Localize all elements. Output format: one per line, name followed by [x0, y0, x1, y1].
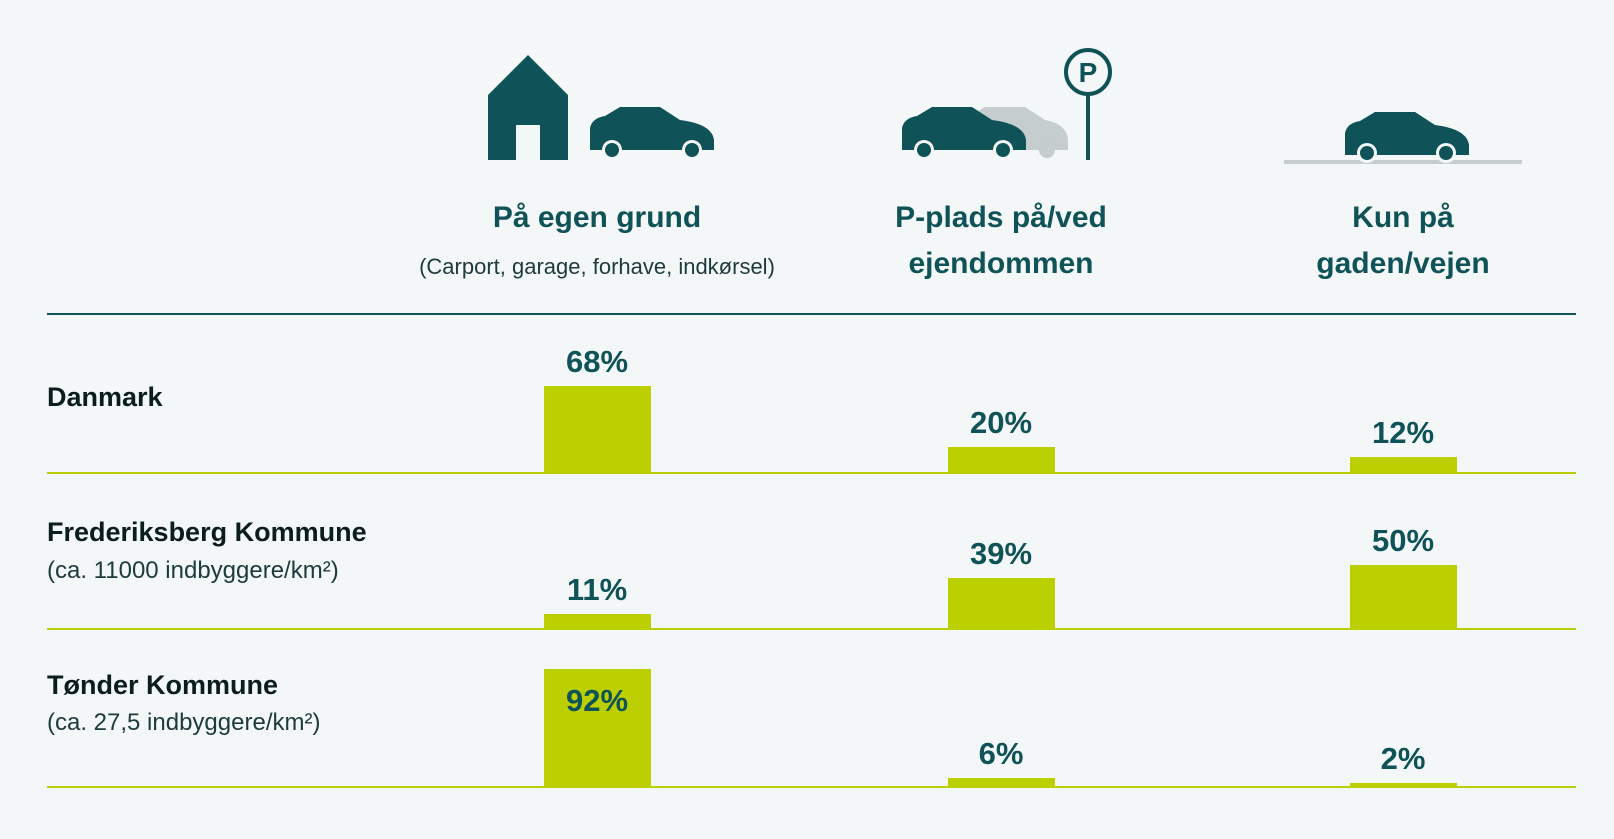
row-note: (ca. 11000 indbyggere/km²)	[47, 557, 339, 584]
bar	[543, 614, 651, 628]
bar	[543, 385, 651, 472]
value-label: 6%	[978, 736, 1024, 772]
column-heading: Kun på gaden/vejen	[1316, 201, 1490, 280]
bar	[543, 669, 651, 786]
row-name: Danmark	[47, 382, 163, 412]
row-note: (ca. 27,5 indbyggere/km²)	[47, 709, 321, 736]
bar	[947, 578, 1055, 628]
column-note: (Carport, garage, forhave, indkørsel)	[419, 254, 775, 279]
icons: P	[488, 48, 1522, 164]
value-label: 11%	[566, 572, 628, 608]
bar	[1349, 564, 1457, 628]
row-name: Frederiksberg Kommune	[47, 517, 367, 547]
bar	[1349, 783, 1457, 786]
baseline	[47, 472, 1576, 474]
value-label: 92%	[565, 683, 629, 719]
baseline	[47, 628, 1576, 630]
value-label: 12%	[1371, 414, 1435, 450]
bar	[947, 778, 1055, 786]
row-name: Tønder Kommune	[47, 670, 279, 700]
value-label: 68%	[565, 343, 629, 379]
bar	[1349, 456, 1457, 472]
value-label: 39%	[969, 536, 1033, 572]
column-heading: På egen grund	[492, 201, 702, 234]
bar	[947, 446, 1055, 472]
parking-icon: P	[902, 48, 1112, 160]
street-icon	[1284, 112, 1522, 164]
svg-text:P: P	[1079, 57, 1098, 88]
column-heading: P-plads på/ved ejendommen	[895, 201, 1107, 280]
house-car-icon	[488, 55, 714, 160]
value-label: 2%	[1380, 741, 1426, 777]
baseline	[47, 786, 1576, 788]
value-label: 20%	[969, 404, 1033, 440]
header-rule	[47, 313, 1576, 315]
value-label: 50%	[1371, 522, 1435, 558]
